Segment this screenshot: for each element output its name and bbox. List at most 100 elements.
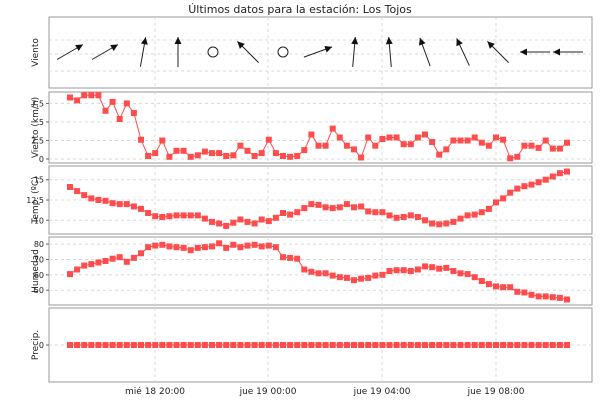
wind-arrow-head bbox=[553, 48, 560, 56]
data-point bbox=[542, 293, 549, 300]
data-point bbox=[521, 289, 528, 296]
data-point bbox=[216, 240, 223, 247]
data-point bbox=[159, 137, 166, 144]
data-point bbox=[379, 271, 386, 278]
data-point bbox=[493, 134, 499, 141]
data-point bbox=[358, 154, 365, 161]
data-point bbox=[358, 342, 365, 348]
data-point bbox=[528, 181, 535, 188]
data-point bbox=[209, 243, 215, 250]
data-point bbox=[109, 255, 116, 262]
data-point bbox=[521, 183, 528, 190]
data-point bbox=[301, 342, 308, 348]
data-point bbox=[549, 342, 556, 348]
data-point bbox=[237, 342, 244, 348]
data-point bbox=[564, 296, 570, 303]
data-point bbox=[564, 139, 570, 146]
data-point bbox=[251, 153, 258, 159]
data-point bbox=[223, 244, 230, 251]
data-point bbox=[301, 266, 308, 273]
data-point bbox=[67, 184, 73, 190]
data-point bbox=[443, 146, 450, 153]
data-point bbox=[429, 264, 436, 271]
x-tick-label: mié 18 20:00 bbox=[125, 386, 185, 397]
data-point bbox=[308, 268, 315, 275]
data-point bbox=[422, 342, 428, 348]
data-point bbox=[237, 244, 244, 251]
data-point bbox=[450, 342, 457, 348]
wind-arrow-head bbox=[418, 37, 426, 46]
data-point bbox=[315, 201, 322, 208]
data-point bbox=[187, 212, 194, 219]
panel-wind-speed: Viento (km/h)0 2,5 5 7,5 bbox=[31, 91, 593, 164]
data-point bbox=[478, 209, 485, 216]
x-tick-label: jue 19 00:00 bbox=[239, 387, 297, 397]
data-point bbox=[358, 275, 365, 282]
data-point bbox=[116, 116, 123, 122]
data-point bbox=[542, 342, 549, 348]
data-point bbox=[400, 267, 407, 274]
data-point bbox=[88, 261, 95, 268]
data-point bbox=[287, 153, 294, 160]
data-point bbox=[400, 342, 407, 348]
data-point bbox=[528, 142, 535, 149]
data-point bbox=[294, 342, 301, 348]
data-point bbox=[500, 342, 507, 348]
data-point bbox=[123, 100, 130, 107]
x-tick-label: jue 19 04:00 bbox=[353, 387, 411, 397]
data-point bbox=[244, 342, 251, 348]
data-point bbox=[74, 97, 81, 104]
data-point bbox=[109, 200, 116, 207]
data-point bbox=[535, 144, 542, 151]
data-point bbox=[500, 195, 507, 202]
data-point bbox=[223, 222, 230, 229]
y-tick-label: 50 bbox=[34, 286, 44, 295]
data-point bbox=[556, 294, 563, 301]
data-point bbox=[386, 268, 393, 274]
data-point bbox=[500, 284, 507, 291]
data-point bbox=[471, 211, 478, 218]
data-point bbox=[414, 266, 421, 273]
data-point bbox=[457, 137, 464, 144]
data-point bbox=[528, 342, 535, 348]
data-point bbox=[549, 173, 556, 180]
data-point bbox=[343, 342, 350, 348]
data-point bbox=[244, 218, 251, 225]
data-point bbox=[173, 147, 180, 154]
data-point bbox=[372, 209, 379, 216]
data-point bbox=[500, 136, 507, 143]
data-point bbox=[351, 342, 357, 348]
data-point bbox=[159, 342, 166, 348]
data-point bbox=[194, 244, 201, 251]
data-point bbox=[393, 342, 400, 348]
data-point bbox=[329, 342, 336, 348]
data-point bbox=[223, 153, 230, 159]
data-point bbox=[230, 152, 237, 159]
data-point bbox=[138, 250, 144, 257]
data-point bbox=[464, 342, 471, 348]
data-point bbox=[407, 141, 414, 148]
data-point bbox=[230, 342, 237, 348]
data-point bbox=[130, 342, 137, 348]
data-point bbox=[166, 213, 173, 220]
y-tick-label: 70 bbox=[34, 255, 44, 264]
data-point bbox=[507, 155, 514, 162]
data-point bbox=[294, 209, 301, 216]
data-point bbox=[180, 342, 187, 348]
y-tick-label: 80 bbox=[34, 240, 44, 249]
data-point bbox=[436, 151, 443, 158]
data-point bbox=[393, 214, 400, 221]
data-point bbox=[393, 134, 400, 141]
data-point bbox=[81, 92, 88, 99]
data-point bbox=[301, 147, 308, 154]
y-tick-label: 5 bbox=[39, 118, 44, 127]
data-point bbox=[88, 195, 95, 202]
data-point bbox=[152, 242, 159, 249]
data-point bbox=[102, 107, 109, 114]
data-point bbox=[173, 244, 180, 251]
y-axis-label: Humedad bbox=[31, 249, 41, 293]
data-point bbox=[535, 342, 542, 348]
data-point bbox=[315, 342, 322, 348]
y-axis-label: Precip. bbox=[31, 330, 41, 360]
